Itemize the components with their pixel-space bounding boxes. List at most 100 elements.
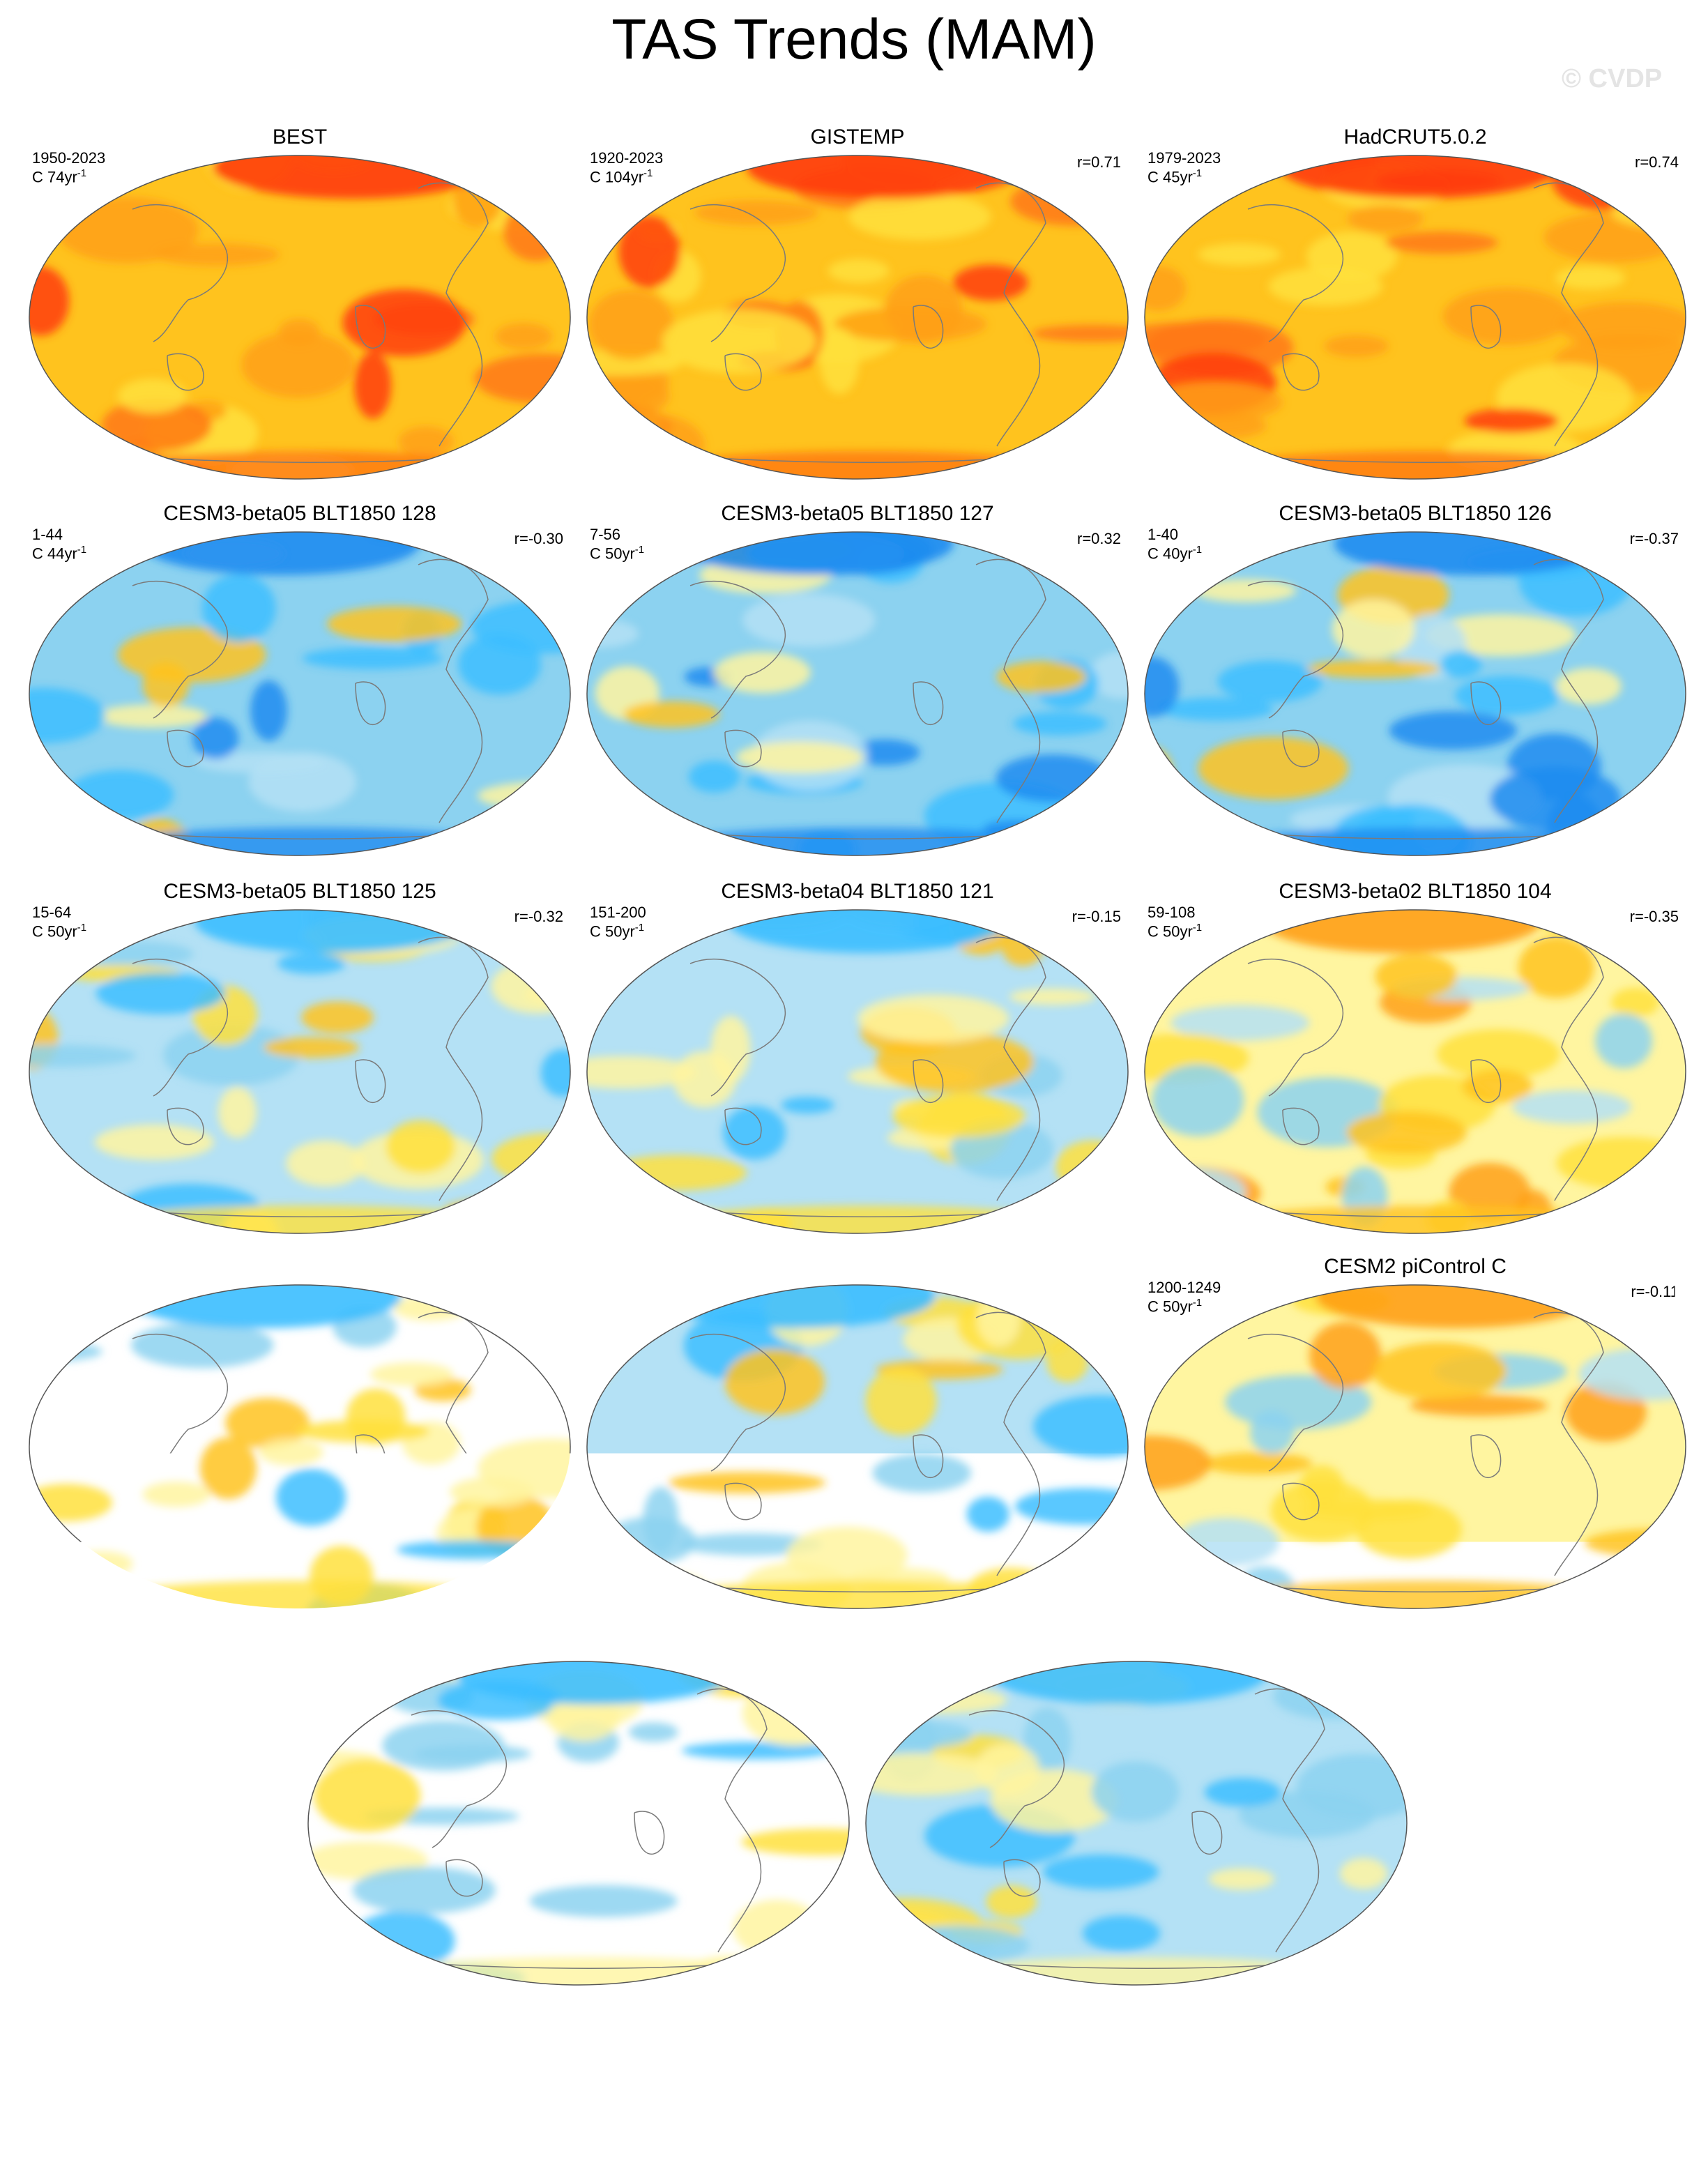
trend-field [586,523,1129,865]
colorbar-swatch [1022,2057,1106,2097]
trend-anomaly-patch [975,1744,1039,1795]
trend-anomaly-patch [1269,267,1383,305]
colorbar-swatch [1612,2057,1697,2097]
trend-anomaly-patch [96,973,226,1014]
trend-anomaly-patch [1143,901,1200,963]
trend-anomaly-patch [618,216,680,288]
trend-anomaly-patch [1273,1673,1398,1720]
trend-anomaly-patch [453,176,502,227]
panel-title: CESM2 piControl A [864,1631,1408,1655]
trend-field [1143,146,1687,488]
trend-anomaly-patch [131,1322,274,1368]
trend-anomaly-patch [1175,1518,1279,1567]
trend-anomaly-patch [1083,1915,1160,1951]
panel-title: CESM3-beta05 BLT1850 125 [28,880,572,904]
trend-anomaly-patch [1194,579,1296,602]
trend-anomaly-patch [508,523,572,541]
world-map [1143,146,1687,488]
trend-background [1143,1276,1687,1618]
trend-anomaly-patch [1250,1410,1295,1454]
trend-field [586,146,1129,488]
trend-anomaly-patch [397,1540,547,1559]
trend-field [864,1652,1408,1994]
trend-anomaly-patch [277,953,346,974]
map-panel: CESM2 piControl D 1400-1449 C 50yr-1 r=-0.1… [586,1255,1129,1618]
trend-anomaly-patch [515,457,565,486]
trend-anomaly-patch [586,1327,614,1385]
antarctic-anomaly-patch [655,1205,1074,1242]
trend-anomaly-patch [241,332,355,398]
trend-anomaly-patch [1465,409,1559,434]
panel-title: CESM2 piControl D [586,1255,1129,1279]
world-map [28,1276,572,1618]
panel-title: GISTEMP [586,125,1129,149]
trend-anomaly-patch [714,652,811,693]
trend-anomaly-patch [736,741,864,773]
trend-anomaly-patch [56,197,199,264]
trend-anomaly-patch [589,289,674,359]
trend-anomaly-patch [1217,660,1322,702]
colorbar-swatch [853,2057,938,2097]
panel-title: CESM3-beta05 BLT1850 128 [28,502,572,526]
world-map [586,146,1129,488]
trend-anomaly-patch [689,761,740,793]
trend-field [28,901,572,1242]
panel-title: HadCRUT5.0.2 [1143,125,1687,149]
trend-anomaly-patch [770,1671,851,1700]
trend-anomaly-patch [873,1687,1007,1714]
map-panel: CESM3-beta05 BLT1850 126 1-40 C 40yr-1 r=-0… [1143,502,1687,865]
map-panel: CESM3-beta05 BLT1850 128 1-44 C 44yr-1 r=-0… [28,502,572,865]
trend-anomaly-patch [307,1968,338,1988]
panel-title: CESM2 piControl B [307,1631,851,1655]
trend-anomaly-patch [1056,1141,1129,1193]
panel-title: CESM3-beta02 BLT1850 104 [1143,880,1687,904]
colorbar [10,2057,1697,2099]
world-map [307,1652,851,1994]
trend-field [28,146,572,488]
trend-anomaly-patch [1555,266,1625,289]
panel-title: CESM3-beta05 BLT1850 127 [586,502,1129,526]
trend-anomaly-patch [1552,150,1665,211]
map-panel: CESM3-beta04 BLT1850 121 151-200 C 50yr-1 r… [586,880,1129,1242]
map-panel: CESM2 piControl C 1200-1249 C 50yr-1 r=-0.1… [1143,1255,1687,1618]
trend-anomaly-patch [1493,1600,1541,1618]
trend-anomaly-patch [953,265,1028,300]
trend-anomaly-patch [742,593,876,647]
antarctic-anomaly-patch [934,1957,1352,1994]
trend-anomaly-patch [625,402,661,458]
antarctic-anomaly-patch [1213,1581,1631,1618]
trend-anomaly-patch [1346,1111,1467,1155]
world-map [586,901,1129,1242]
trend-anomaly-patch [1203,1452,1312,1475]
trend-anomaly-patch [1198,243,1281,265]
antarctic-anomaly-patch [1213,1205,1631,1242]
trend-anomaly-patch [314,1760,420,1832]
colorbar-tick-label: 2 [1179,2106,1203,2155]
trend-anomaly-patch [264,1037,359,1058]
trend-anomaly-patch [202,574,276,642]
map-panel: GISTEMP 1920-2023 C 104yr-1 r=0.71 [586,125,1129,488]
trend-anomaly-patch [1144,1584,1270,1618]
panel-title: BEST [28,125,572,149]
antarctic-anomaly-patch [98,1581,516,1618]
panel-title: CESM3-beta04 BLT1850 121 [586,880,1129,904]
trend-anomaly-patch [849,193,991,240]
colorbar-swatch [516,2057,600,2097]
map-panel: CESM3-beta02 BLT1850 104 59-108 C 50yr-1 r=… [1143,880,1687,1242]
trend-anomaly-patch [1389,711,1517,749]
world-map [28,146,572,488]
trend-anomaly-patch [1595,1014,1652,1069]
trend-anomaly-patch [1214,1603,1375,1618]
trend-anomaly-patch [296,1420,429,1443]
colorbar-swatch [1106,2057,1191,2097]
panel-title: CESM3-beta05 BLT1850 126 [1143,502,1687,526]
trend-anomaly-patch [370,1362,453,1386]
trend-anomaly-patch [997,661,1087,692]
trend-anomaly-patch [1324,335,1388,358]
trend-anomaly-patch [67,770,174,819]
world-map [28,901,572,1242]
trend-anomaly-patch [250,680,287,741]
colorbar-swatch [432,2057,516,2097]
trend-field [1143,1276,1687,1618]
trend-anomaly-patch [605,1155,747,1191]
